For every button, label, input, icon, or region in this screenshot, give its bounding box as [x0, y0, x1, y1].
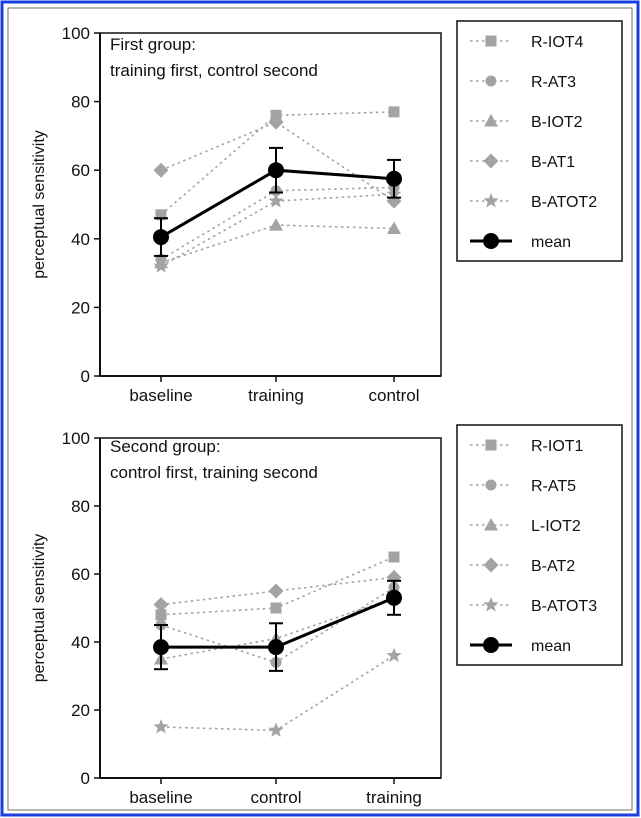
y-tick-label: 0: [81, 769, 90, 788]
legend-item-L-IOT2: L-IOT2: [470, 518, 581, 535]
legend-label: mean: [531, 234, 571, 251]
mean-point: [386, 589, 402, 606]
mean-point: [153, 229, 169, 246]
data-point-star: [153, 719, 169, 734]
data-point-star: [153, 258, 169, 273]
legend: R-IOT1 R-AT5 L-IOT2 B-AT2 B-ATOT3 mean: [456, 424, 623, 666]
legend-mean-marker: [483, 233, 499, 249]
x-tick-label: training: [366, 788, 422, 807]
legend-item-R-AT3: R-AT3: [470, 74, 576, 91]
chart-panel-2: 0 20 40 60 80 100 baseline control training perce…: [31, 424, 623, 807]
y-axis-label: perceptual sensitivity: [31, 130, 48, 279]
y-tick-label: 0: [81, 367, 90, 386]
data-point-square: [270, 602, 282, 614]
data-point-diamond: [268, 114, 284, 130]
y-tick-label: 80: [71, 497, 90, 516]
series-mean: [153, 146, 402, 257]
legend-item-R-IOT1: R-IOT1: [470, 438, 584, 455]
mean-point: [386, 170, 402, 187]
chart-panel-1: 0 20 40 60 80 100 baseline training control perce…: [31, 20, 623, 405]
legend: R-IOT4 R-AT3 B-IOT2 B-AT1 B-ATOT2 mean: [456, 20, 623, 262]
y-tick-label: 60: [71, 565, 90, 584]
x-tick-label: control: [368, 386, 419, 405]
y-tick-label: 20: [71, 298, 90, 317]
legend-marker-square: [485, 439, 497, 451]
series-mean: [153, 579, 402, 672]
legend-label: R-IOT4: [531, 34, 584, 51]
legend-marker-circle: [485, 75, 497, 87]
legend-marker-square: [485, 35, 497, 47]
legend-item-B-IOT2: B-IOT2: [470, 114, 583, 131]
legend-label: B-AT1: [531, 154, 575, 171]
data-point-star: [268, 722, 284, 737]
legend-label: B-IOT2: [531, 114, 583, 131]
legend-mean-marker: [483, 637, 499, 653]
x-tick-label: baseline: [129, 386, 192, 405]
legend-label: B-ATOT2: [531, 194, 597, 211]
legend-label: B-AT2: [531, 558, 575, 575]
legend-marker-circle: [485, 479, 497, 491]
legend-item-B-AT2: B-AT2: [470, 557, 575, 575]
legend-label: B-ATOT3: [531, 598, 597, 615]
data-point-triangle: [269, 218, 283, 231]
y-tick-label: 100: [62, 24, 90, 43]
data-point-square: [155, 609, 167, 621]
legend-item-mean: mean: [470, 637, 571, 655]
legend-label: R-AT3: [531, 74, 576, 91]
x-tick-label: training: [248, 386, 304, 405]
y-tick-label: 60: [71, 161, 90, 180]
legend-item-B-ATOT3: B-ATOT3: [470, 597, 597, 615]
series-R-IOT1: [155, 551, 400, 621]
data-point-square: [155, 209, 167, 221]
panel-title: Second group:: [110, 437, 221, 456]
legend-item-B-ATOT2: B-ATOT2: [470, 193, 597, 211]
y-axis-label: perceptual sensitivity: [31, 534, 48, 683]
legend-marker-triangle: [484, 518, 498, 531]
legend-box: [456, 424, 623, 666]
data-point-diamond: [153, 597, 169, 613]
legend-label: R-IOT1: [531, 438, 584, 455]
legend-item-B-AT1: B-AT1: [470, 153, 575, 171]
legend-box: [456, 20, 623, 262]
legend-item-R-IOT4: R-IOT4: [470, 34, 584, 51]
y-tick-label: 40: [71, 230, 90, 249]
y-tick-label: 20: [71, 701, 90, 720]
panel-subtitle: control first, training second: [110, 463, 318, 482]
series-B-ATOT3: [153, 647, 402, 737]
y-tick-label: 40: [71, 633, 90, 652]
legend-marker-diamond: [483, 153, 499, 169]
legend-item-mean: mean: [470, 233, 571, 251]
x-tick-label: control: [250, 788, 301, 807]
data-point-star: [386, 647, 402, 663]
legend-marker-diamond: [483, 557, 499, 573]
legend-item-R-AT5: R-AT5: [470, 478, 576, 495]
x-tick-label: baseline: [129, 788, 192, 807]
data-point-star: [268, 193, 284, 208]
series-line: [160, 597, 395, 660]
y-tick-label: 80: [71, 93, 90, 112]
legend-marker-triangle: [484, 114, 498, 127]
mean-point: [268, 162, 284, 179]
inner-frame: [7, 7, 633, 811]
data-point-triangle: [387, 221, 401, 235]
data-point-diamond: [268, 583, 284, 599]
panel-title: First group:: [110, 35, 196, 54]
data-point-square: [388, 551, 400, 563]
y-tick-label: 100: [62, 429, 90, 448]
mean-point: [153, 639, 169, 656]
legend-label: L-IOT2: [531, 518, 581, 535]
legend-label: R-AT5: [531, 478, 576, 495]
data-point-diamond: [153, 162, 169, 178]
legend-marker-star: [483, 193, 499, 208]
data-point-square: [388, 106, 400, 118]
mean-point: [268, 639, 284, 656]
legend-marker-star: [483, 597, 499, 612]
legend-label: mean: [531, 638, 571, 655]
panel-subtitle: training first, control second: [110, 61, 318, 80]
chart-panels: 0 20 40 60 80 100 baseline training control perce…: [31, 20, 623, 807]
